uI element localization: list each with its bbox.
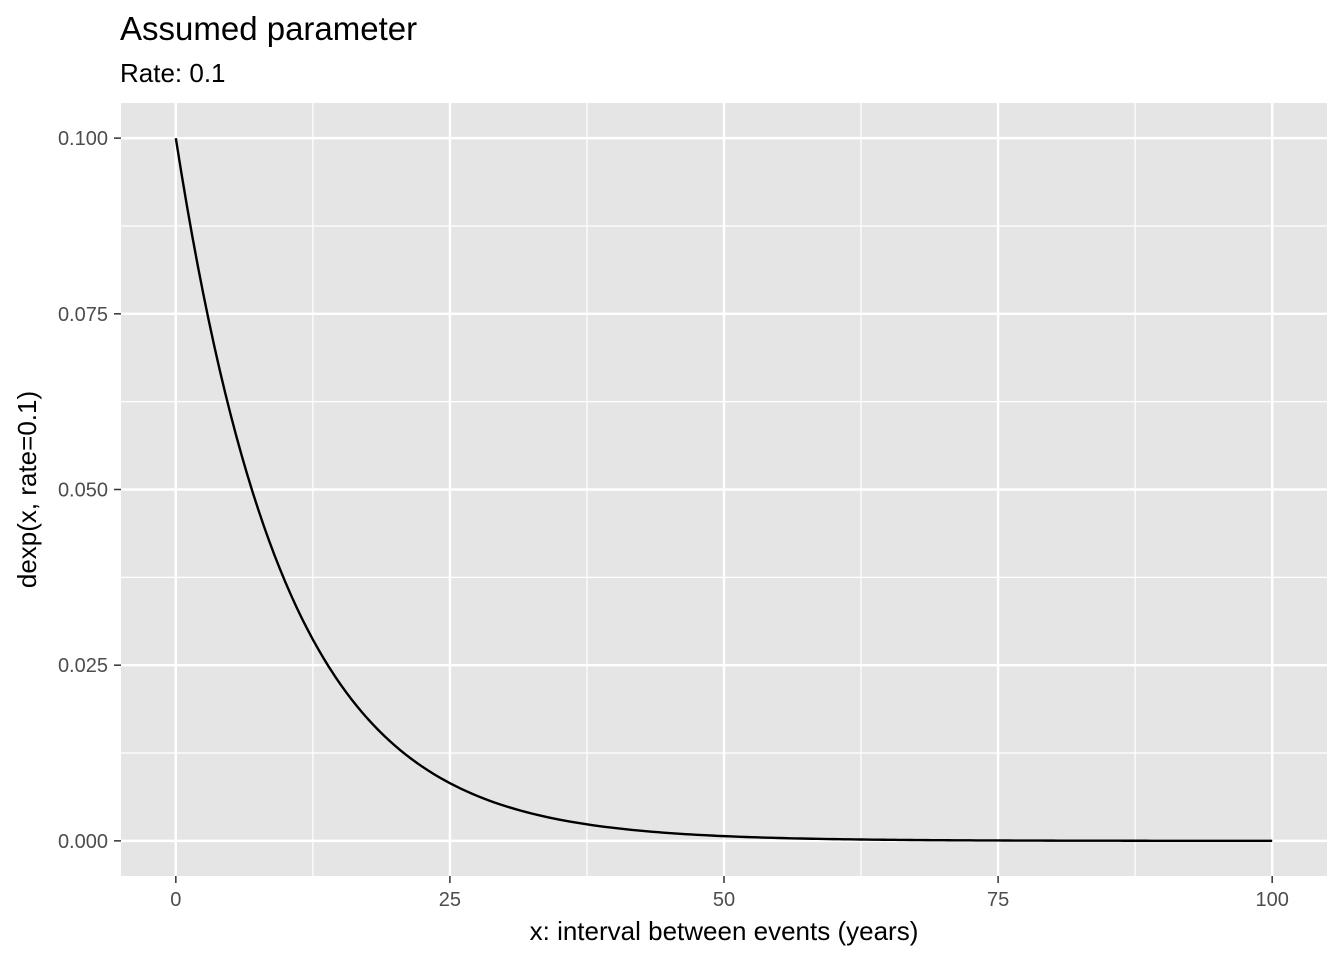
y-tick-label: 0.100 (58, 128, 108, 150)
x-tick-label: 75 (987, 889, 1009, 911)
y-tick-label: 0.075 (58, 304, 108, 326)
y-axis-title: dexp(x, rate=0.1) (12, 391, 42, 588)
y-axis: 0.000 0.025 0.050 0.075 0.100 (58, 128, 121, 853)
x-tick-label: 100 (1255, 889, 1288, 911)
x-tick-label: 25 (439, 889, 461, 911)
major-gridlines (121, 103, 1327, 876)
x-tick-label: 50 (713, 889, 735, 911)
chart-title: Assumed parameter (120, 10, 417, 47)
x-tick-label: 0 (170, 889, 181, 911)
series-line (174, 137, 1273, 843)
x-axis: 0 25 50 75 100 (170, 876, 1289, 911)
y-tick-label: 0.050 (58, 480, 108, 502)
y-tick-label: 0.025 (58, 655, 108, 677)
series-layer (174, 137, 1273, 843)
x-axis-title: x: interval between events (years) (530, 916, 919, 946)
y-tick-label: 0.000 (58, 831, 108, 853)
chart-subtitle: Rate: 0.1 (120, 58, 226, 88)
